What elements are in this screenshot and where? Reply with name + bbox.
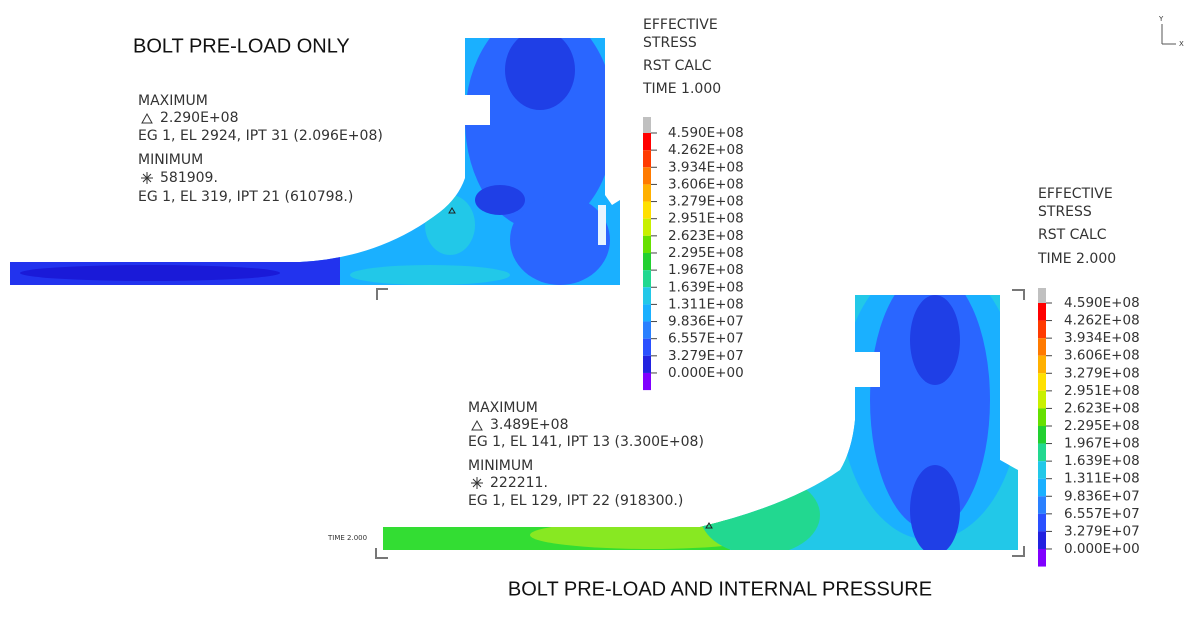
frame-corner — [376, 288, 388, 300]
legend-band — [643, 167, 651, 185]
legend-label: 3.279E+08 — [668, 194, 744, 210]
legend-band — [643, 338, 651, 356]
min-label: MINIMUM — [138, 152, 203, 168]
legend-band — [1038, 338, 1046, 356]
axis-triad: Y X — [1158, 15, 1184, 48]
max-label: MAXIMUM — [468, 400, 538, 416]
legend-band — [643, 252, 651, 271]
legend-band — [643, 372, 651, 391]
legend-band — [1038, 390, 1046, 409]
axis-label: Y — [1158, 15, 1164, 23]
legend-band — [643, 321, 651, 339]
legend-label: 4.262E+08 — [1064, 313, 1140, 329]
legend-band — [643, 184, 651, 202]
max-location: EG 1, EL 2924, IPT 31 (2.096E+08) — [138, 128, 383, 144]
panel-title: BOLT PRE-LOAD AND INTERNAL PRESSURE — [508, 578, 932, 600]
max-value: 2.290E+08 — [160, 110, 238, 126]
legend-label: 2.295E+08 — [668, 245, 744, 261]
max-value: 3.489E+08 — [490, 417, 568, 433]
legend-band — [643, 201, 651, 219]
legend-band — [1038, 320, 1046, 339]
legend-label: 4.262E+08 — [668, 142, 744, 158]
result-label: TIME 1.000 — [642, 81, 721, 97]
legend-label: 1.311E+08 — [668, 296, 744, 312]
legend-label: 1.639E+08 — [668, 279, 744, 295]
min-label: MINIMUM — [468, 458, 533, 474]
legend-label: 6.557E+07 — [1064, 506, 1140, 522]
legend-band — [643, 235, 651, 253]
legend-label: 2.623E+08 — [1064, 400, 1140, 416]
legend-band — [1038, 478, 1046, 497]
legend-label: 0.000E+00 — [1064, 541, 1140, 557]
min-value: 222211. — [490, 475, 548, 491]
legend-label: 3.934E+08 — [668, 159, 744, 175]
legend-band — [1038, 531, 1046, 549]
max-marker — [705, 522, 713, 529]
legend-label: 9.836E+07 — [668, 314, 744, 330]
legend-band — [1038, 355, 1046, 374]
legend-label: 3.279E+08 — [1064, 365, 1140, 381]
legend-band — [1038, 425, 1046, 444]
time-label: TIME 2.000 — [327, 534, 367, 542]
legend-band — [1038, 408, 1046, 426]
legend-cap — [643, 117, 651, 133]
legend-label: 9.836E+07 — [1064, 488, 1140, 504]
result-label: RST CALC — [1038, 227, 1107, 243]
legend-band — [1038, 548, 1046, 567]
legend-label: 4.590E+08 — [1064, 295, 1140, 311]
legend-band — [1038, 461, 1046, 479]
legend-band — [1038, 373, 1046, 391]
max-location: EG 1, EL 141, IPT 13 (3.300E+08) — [468, 434, 704, 450]
result-label: TIME 2.000 — [1037, 251, 1116, 267]
legend-label: 2.951E+08 — [1064, 383, 1140, 399]
legend-band — [643, 150, 651, 168]
result-label: EFFECTIVE — [1038, 186, 1113, 202]
legend-label: 3.606E+08 — [668, 176, 744, 192]
legend-label: 1.639E+08 — [1064, 453, 1140, 469]
min-location: EG 1, EL 319, IPT 21 (610798.) — [138, 189, 353, 205]
legend-label: 1.311E+08 — [1064, 471, 1140, 487]
legend-label: 3.279E+07 — [668, 348, 744, 364]
min-icon — [471, 477, 483, 489]
max-icon — [471, 419, 483, 431]
panel-title: BOLT PRE-LOAD ONLY — [133, 35, 350, 57]
result-label: EFFECTIVE — [643, 17, 718, 33]
legend-band — [643, 218, 651, 236]
legend-label: 0.000E+00 — [668, 365, 744, 381]
frame-corner — [375, 289, 1025, 559]
legend-cap — [1038, 288, 1046, 303]
legend-label: 2.623E+08 — [668, 228, 744, 244]
legend-label: 3.606E+08 — [1064, 348, 1140, 364]
min-icon — [141, 172, 153, 184]
legend-label: 3.279E+07 — [1064, 523, 1140, 539]
legend-band — [1038, 303, 1046, 321]
legend-label: 1.967E+08 — [668, 262, 744, 278]
legend-band — [643, 133, 651, 151]
result-label: STRESS — [643, 35, 697, 51]
legend-label: 3.934E+08 — [1064, 330, 1140, 346]
legend-label: 1.967E+08 — [1064, 436, 1140, 452]
result-label: STRESS — [1038, 204, 1092, 220]
max-label: MAXIMUM — [138, 93, 208, 109]
max-icon — [141, 112, 153, 124]
legend-label: 2.295E+08 — [1064, 418, 1140, 434]
legend-label: 6.557E+07 — [668, 331, 744, 347]
legend-band — [643, 287, 651, 305]
max-marker — [448, 207, 456, 214]
legend-label: 4.590E+08 — [668, 125, 744, 141]
legend-band — [643, 304, 651, 322]
legend-band — [643, 270, 651, 288]
legend-band — [643, 355, 651, 373]
legend-band — [1038, 513, 1046, 532]
min-location: EG 1, EL 129, IPT 22 (918300.) — [468, 493, 683, 509]
legend-label: 2.951E+08 — [668, 211, 744, 227]
legend-band — [1038, 443, 1046, 462]
axis-label: X — [1179, 40, 1184, 48]
legend-band — [1038, 496, 1046, 514]
min-value: 581909. — [160, 170, 218, 186]
result-label: RST CALC — [643, 58, 712, 74]
